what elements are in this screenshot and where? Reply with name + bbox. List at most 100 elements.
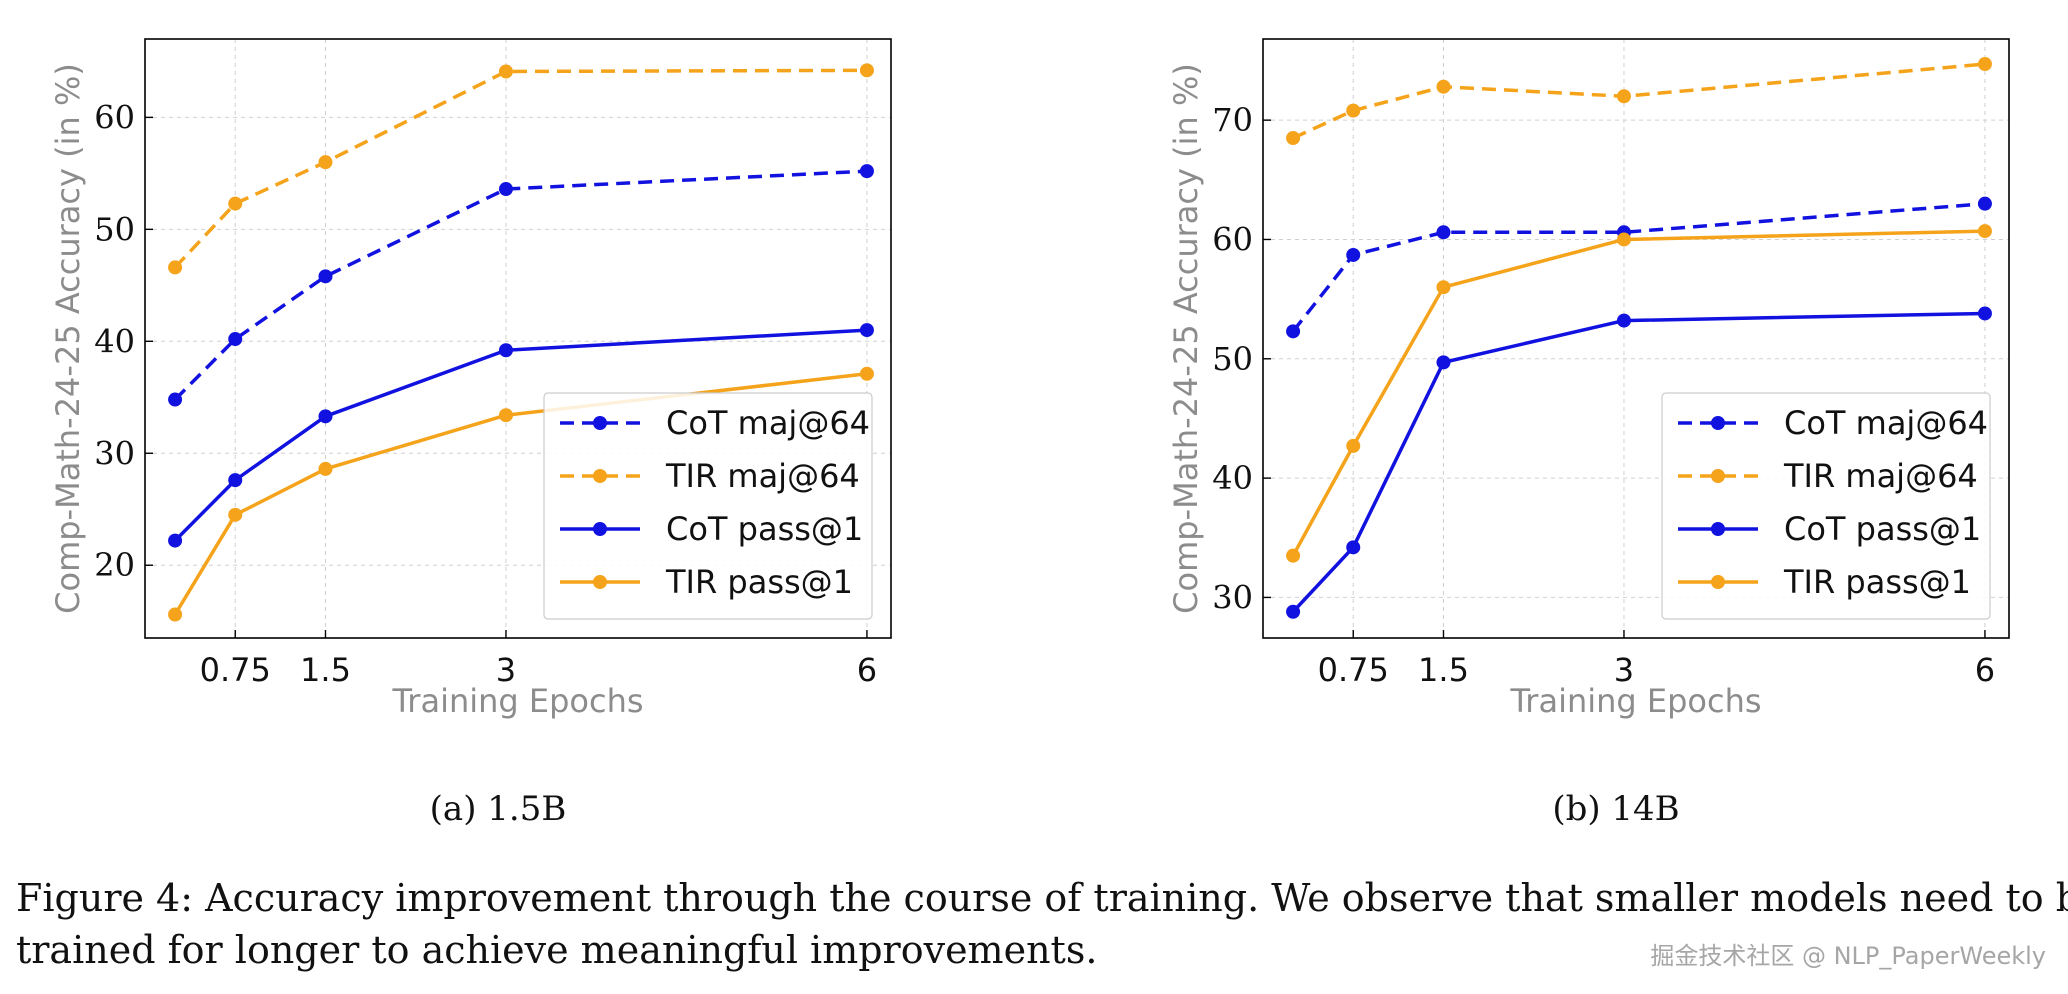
- data-point: [1346, 540, 1361, 555]
- x-tick-label: 1.5: [300, 651, 351, 689]
- x-axis-title: Training Epochs: [391, 682, 643, 720]
- series-line: [173, 169, 868, 401]
- data-point: [1436, 225, 1451, 240]
- data-point: [1616, 232, 1631, 247]
- x-tick-label: 6: [1975, 651, 1995, 689]
- data-point: [168, 607, 183, 622]
- series-cot-pass-1: [1286, 306, 1992, 619]
- x-tick-label: 0.75: [1318, 651, 1389, 689]
- caption-line-1: Figure 4: Accuracy improvement through t…: [16, 876, 2068, 920]
- chart-panel-1: 0.75 1.5 3 6 20 30 40 50 60 Training Epochs Comp-M…: [49, 38, 892, 829]
- subcaption: (b) 14B: [1552, 789, 1679, 829]
- x-tick-label: 3: [1614, 651, 1634, 689]
- legend-label: CoT maj@64: [1784, 404, 1988, 442]
- data-point: [318, 461, 333, 476]
- subcaption: (a) 1.5B: [430, 789, 567, 829]
- legend-label: CoT pass@1: [1784, 510, 1981, 548]
- series-line: [1291, 201, 1986, 333]
- data-point: [168, 260, 183, 275]
- x-axis-title: Training Epochs: [1509, 682, 1761, 720]
- y-tick-label: 60: [94, 98, 135, 136]
- data-point: [228, 473, 243, 488]
- data-point: [1346, 438, 1361, 453]
- series-tir-maj-64: [1286, 57, 1992, 146]
- y-tick-label: 30: [94, 434, 135, 472]
- data-point: [498, 64, 513, 79]
- legend: CoT maj@64 TIR maj@64 CoT pass@1 TIR pass@1: [1661, 392, 1991, 620]
- series-line: [1292, 62, 1986, 140]
- data-point: [1286, 548, 1301, 563]
- data-point: [228, 507, 243, 522]
- series-cot-maj-64: [168, 164, 874, 407]
- plot-frame: [144, 38, 892, 639]
- data-point: [1977, 196, 1992, 211]
- legend-label: TIR maj@64: [1783, 457, 1978, 495]
- legend-label: TIR pass@1: [1783, 563, 1971, 601]
- series-tir-maj-64: [168, 63, 874, 275]
- data-point: [318, 269, 333, 284]
- series-line: [173, 68, 867, 269]
- data-point: [1436, 355, 1451, 370]
- y-tick-label: 60: [1212, 220, 1253, 258]
- series-tir-pass-1: [1286, 224, 1992, 563]
- data-point: [1977, 57, 1992, 72]
- legend-label: TIR maj@64: [665, 457, 860, 495]
- plot-frame: [1262, 38, 2010, 639]
- data-point: [498, 343, 513, 358]
- legend-box: [543, 392, 873, 620]
- y-tick-label: 50: [1212, 340, 1253, 378]
- y-tick-label: 70: [1212, 101, 1253, 139]
- data-point: [1616, 89, 1631, 104]
- data-point: [1286, 324, 1301, 339]
- y-tick-label: 50: [94, 210, 135, 248]
- legend-label: TIR pass@1: [665, 563, 853, 601]
- y-tick-label: 40: [94, 322, 135, 360]
- series-cot-maj-64: [1286, 196, 1992, 339]
- data-point: [1346, 247, 1361, 262]
- legend-swatch-marker: [1711, 575, 1725, 589]
- legend-swatch-marker: [593, 575, 607, 589]
- data-point: [1346, 103, 1361, 118]
- data-point: [228, 196, 243, 211]
- data-point: [1436, 280, 1451, 295]
- data-point: [859, 164, 874, 179]
- data-point: [318, 409, 333, 424]
- data-point: [168, 392, 183, 407]
- data-point: [498, 182, 513, 197]
- x-tick-label: 3: [496, 651, 516, 689]
- x-tick-label: 6: [857, 651, 877, 689]
- y-tick-label: 40: [1212, 459, 1253, 497]
- y-tick-label: 30: [1212, 578, 1253, 616]
- data-point: [318, 155, 333, 170]
- data-point: [168, 533, 183, 548]
- legend: CoT maj@64 TIR maj@64 CoT pass@1 TIR pass@1: [543, 392, 873, 620]
- caption-line-2: trained for longer to achieve meaningful…: [16, 928, 1098, 972]
- data-point: [228, 332, 243, 347]
- data-point: [1616, 313, 1631, 328]
- x-tick-label: 0.75: [200, 651, 271, 689]
- chart-panel-2: 0.75 1.5 3 6 30 40 50 60 70 Training Epochs Comp-M…: [1167, 38, 2010, 829]
- y-tick-label: 20: [94, 546, 135, 584]
- legend-swatch-marker: [593, 522, 607, 536]
- data-point: [498, 408, 513, 423]
- legend-label: CoT maj@64: [666, 404, 870, 442]
- legend-swatch-marker: [1711, 469, 1725, 483]
- watermark-text: 掘金技术社区 @ NLP_PaperWeekly: [1650, 942, 2046, 970]
- data-point: [1977, 224, 1992, 239]
- legend-swatch-marker: [593, 416, 607, 430]
- data-point: [859, 323, 874, 338]
- legend-label: CoT pass@1: [666, 510, 863, 548]
- series-cot-pass-1: [168, 323, 874, 548]
- x-tick-label: 1.5: [1418, 651, 1469, 689]
- data-point: [1286, 131, 1301, 146]
- data-point: [1977, 306, 1992, 321]
- data-point: [859, 366, 874, 381]
- data-point: [1286, 604, 1301, 619]
- legend-swatch-marker: [1711, 416, 1725, 430]
- data-point: [1436, 79, 1451, 94]
- data-point: [859, 63, 874, 78]
- legend-box: [1661, 392, 1991, 620]
- legend-swatch-marker: [593, 469, 607, 483]
- figure-caption: Figure 4: Accuracy improvement through t…: [16, 872, 2068, 976]
